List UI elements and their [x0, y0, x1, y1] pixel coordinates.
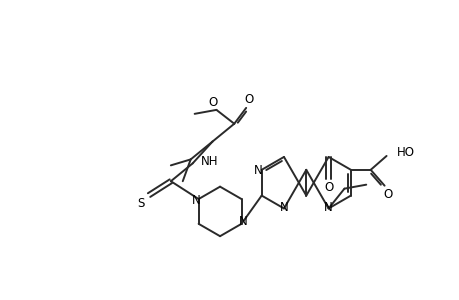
Text: N: N — [254, 164, 263, 177]
Text: O: O — [382, 188, 392, 201]
Text: O: O — [208, 96, 218, 110]
Text: O: O — [323, 181, 332, 194]
Text: N: N — [279, 201, 288, 214]
Text: O: O — [244, 94, 253, 106]
Text: S: S — [137, 196, 145, 209]
Text: HO: HO — [396, 146, 414, 160]
Text: N: N — [324, 201, 332, 214]
Text: NH: NH — [200, 155, 218, 168]
Text: N: N — [192, 194, 201, 206]
Text: N: N — [239, 215, 247, 228]
